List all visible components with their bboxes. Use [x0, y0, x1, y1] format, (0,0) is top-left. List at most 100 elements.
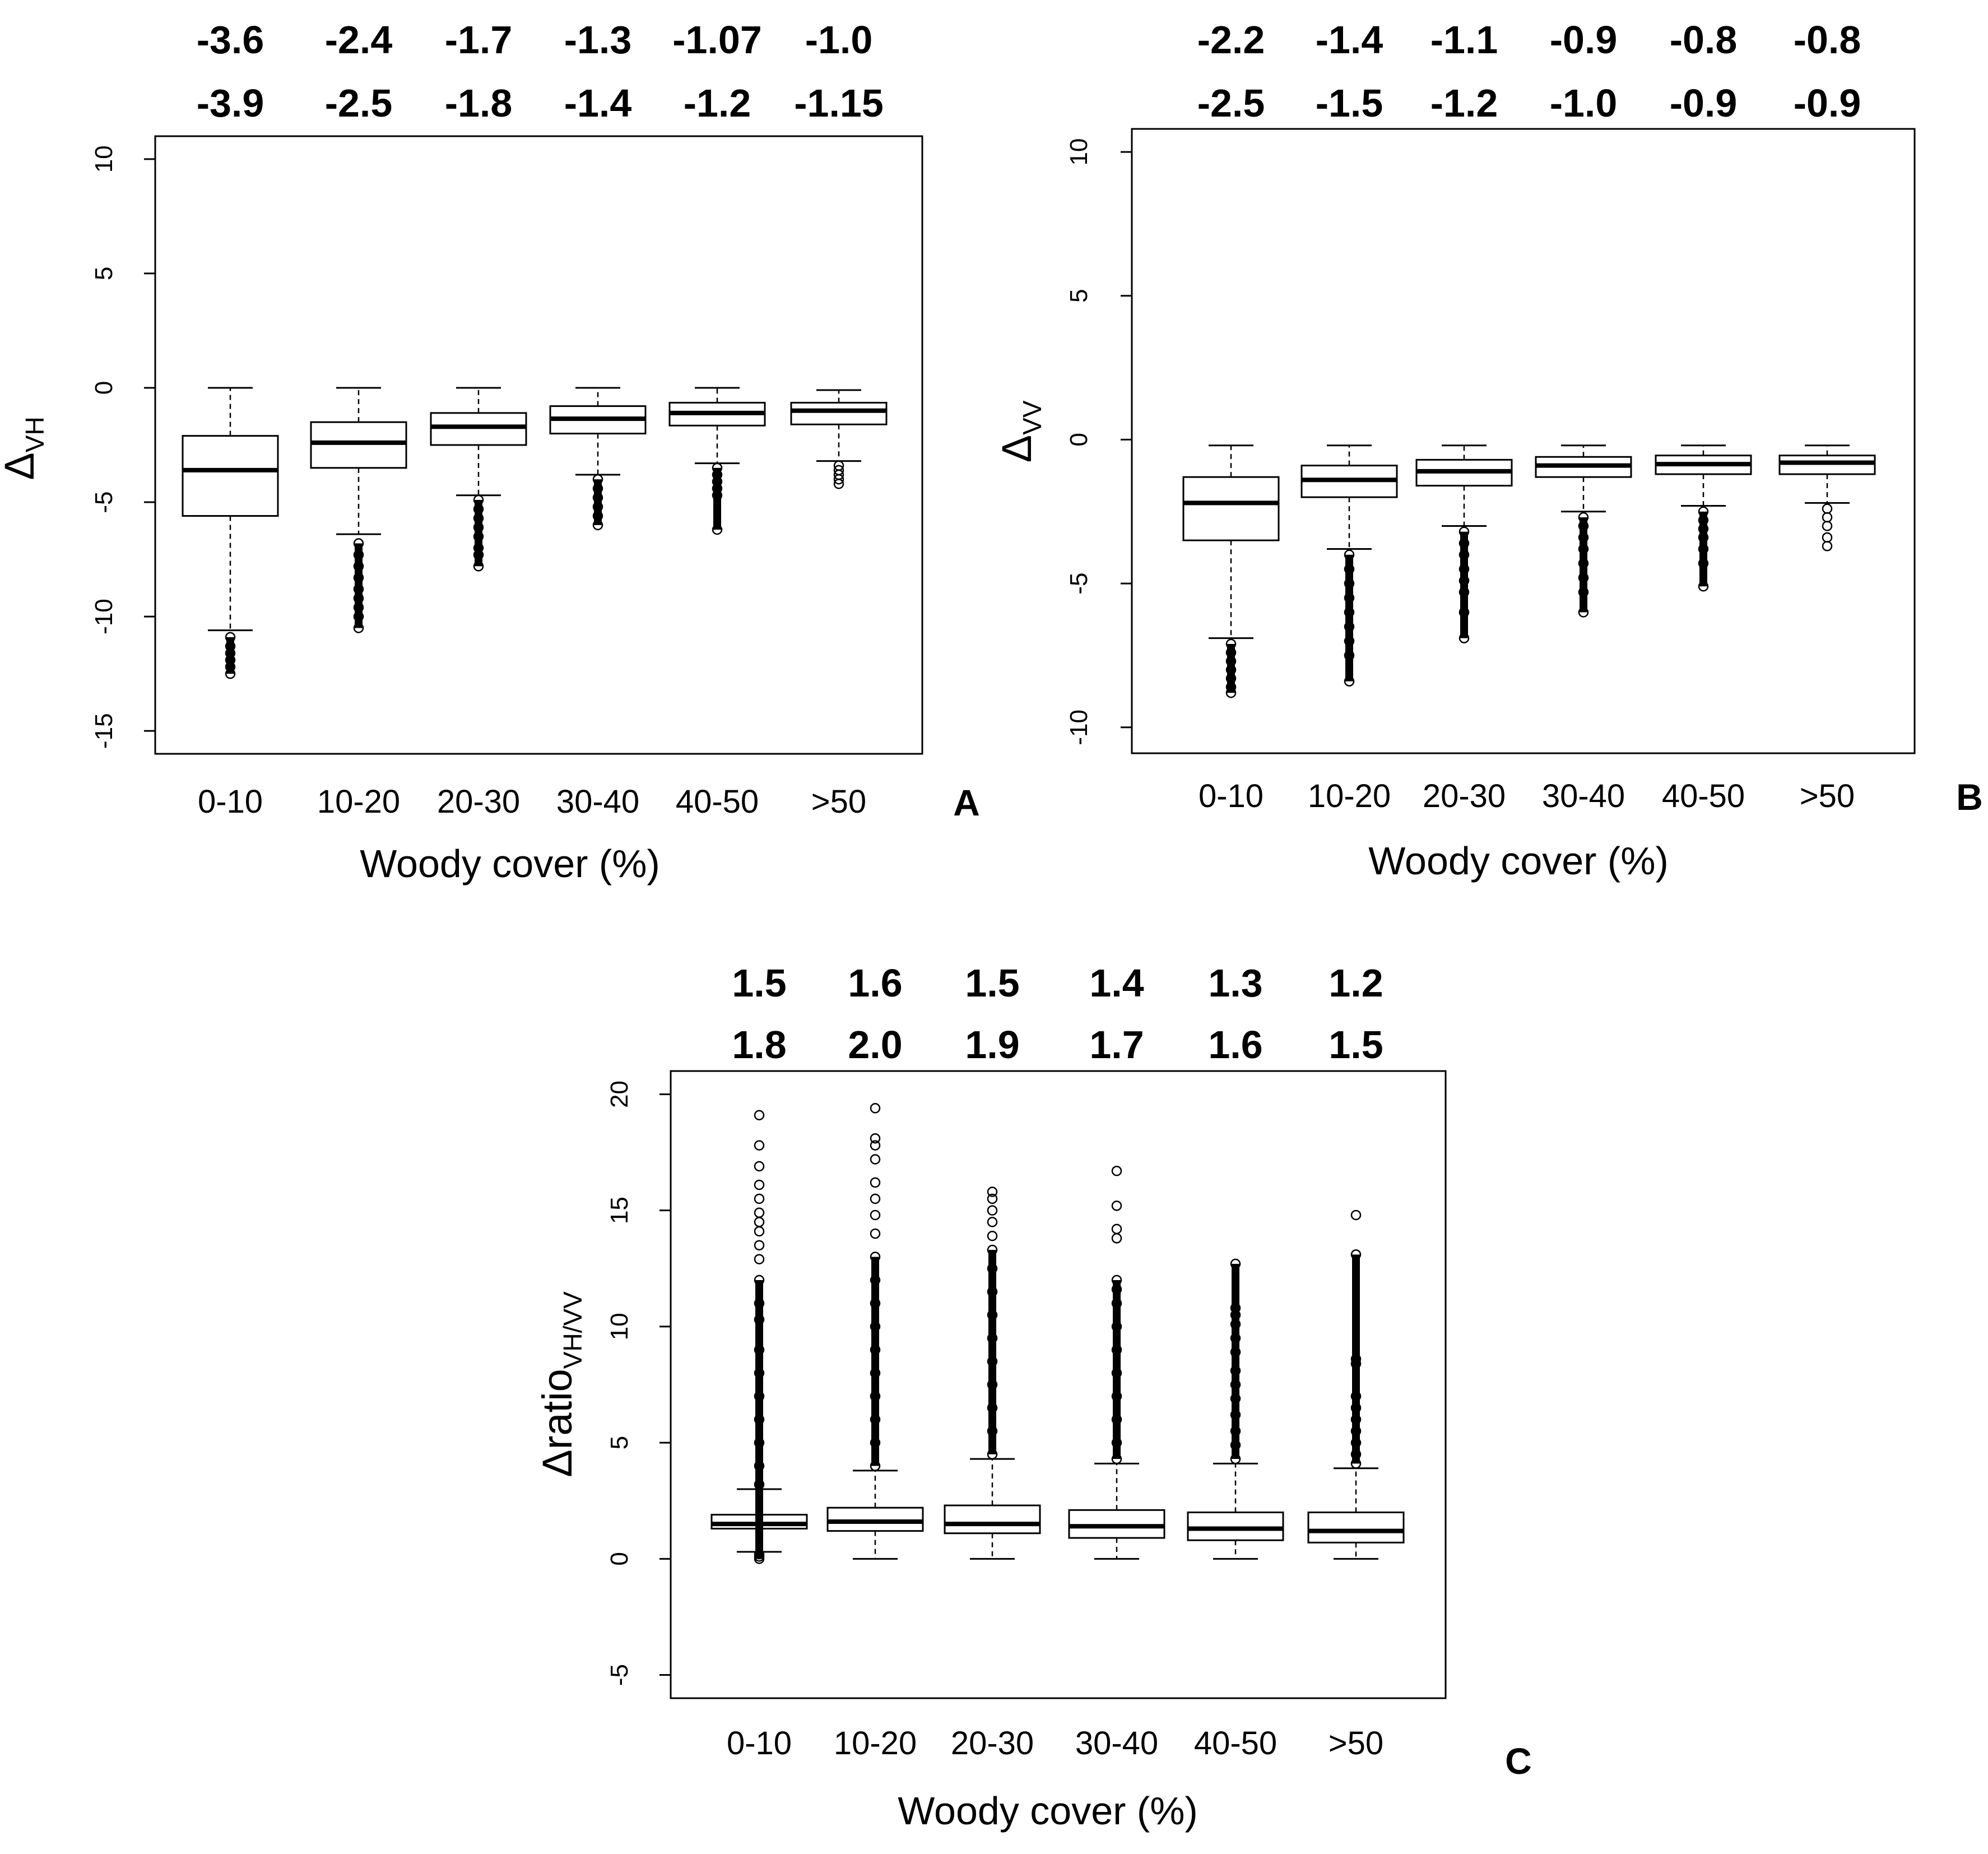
outlier-cluster: [871, 1257, 879, 1466]
plot-frame: [1131, 128, 1916, 754]
panel-letter: B: [1956, 776, 1983, 818]
annotation-top: -0.9: [1550, 18, 1618, 62]
outlier-cluster: [226, 637, 234, 674]
y-tick-label: -5: [1065, 573, 1093, 595]
box-20-30: [430, 387, 527, 572]
x-category-label: 20-30: [1423, 778, 1506, 814]
y-tick-label: -15: [90, 713, 118, 749]
outlier-point: [870, 1193, 881, 1204]
iqr-box: [182, 435, 279, 517]
annotation-top: -3.6: [197, 18, 264, 62]
outlier-point: [833, 479, 844, 489]
y-tick-label: 10: [90, 145, 118, 173]
box-20-30: [1415, 444, 1513, 643]
iqr-box: [1187, 1511, 1284, 1541]
annotation-bottom: -1.5: [1316, 81, 1383, 125]
x-category-label: 10-20: [1308, 778, 1391, 814]
outlier-point: [833, 474, 844, 485]
annotation-top: 1.5: [732, 961, 786, 1005]
iqr-box: [944, 1504, 1041, 1535]
iqr-box: [430, 412, 527, 446]
outlier-cluster: [355, 543, 363, 628]
box-40-50: [1655, 444, 1752, 592]
box-0-10: [1182, 444, 1280, 698]
y-axis-label-main: Δ: [993, 435, 1040, 462]
annotation-bottom: 1.6: [1208, 1023, 1262, 1067]
x-category-label: 0-10: [727, 1725, 792, 1762]
x-category-label: 10-20: [317, 784, 400, 820]
y-tick-label: 5: [606, 1436, 633, 1449]
annotation-top: -1.7: [445, 18, 513, 62]
outlier-point: [870, 1209, 881, 1221]
outlier-cluster: [1232, 1263, 1239, 1459]
annotation-bottom: -1.15: [794, 81, 884, 125]
outlier-point: [987, 1231, 998, 1241]
iqr-box: [310, 421, 407, 469]
annotation-top: -2.4: [325, 18, 393, 62]
annotation-bottom: -2.5: [325, 81, 393, 125]
outlier-cluster: [1345, 554, 1353, 682]
y-tick-label: -10: [90, 599, 118, 634]
outlier-point: [754, 1140, 765, 1151]
x-axis-label: Woody cover (%): [360, 842, 660, 886]
outlier-point: [870, 1103, 881, 1114]
box->50: [1778, 444, 1876, 551]
box->50: [1307, 1209, 1405, 1560]
y-tick-label: -5: [90, 491, 118, 513]
annotation-bottom: -1.0: [1550, 81, 1618, 125]
panel-a: 10 5 0 -5 -10 -15 ΔVH 0-10 10-20 20-30 30-40 40-50 >…: [0, 18, 980, 886]
outlier-point: [870, 1177, 881, 1188]
annotation-bottom: -2.5: [1197, 81, 1265, 125]
plot-frame: [670, 1070, 1447, 1699]
annotation-bottom: 1.8: [732, 1023, 786, 1067]
outlier-cluster: [1580, 517, 1587, 613]
outlier-point: [1111, 1223, 1122, 1235]
outlier-point: [1822, 521, 1833, 531]
box-30-40: [1068, 1165, 1165, 1560]
annotation-bottom: -1.4: [564, 81, 632, 125]
outlier-cluster: [713, 467, 721, 530]
annotation-bottom: -0.9: [1794, 81, 1861, 125]
outlier-cluster: [594, 479, 602, 525]
box-40-50: [668, 387, 766, 535]
outlier-point: [870, 1133, 881, 1144]
panel-b: 10 5 0 -5 -10 ΔVV 0-10 10-20 20-30 30-40 40-50 >50 -…: [993, 18, 1983, 883]
box-0-10: [182, 387, 279, 679]
x-category-label: >50: [1800, 778, 1855, 814]
outlier-point: [754, 1161, 765, 1172]
y-tick-label: 0: [90, 381, 118, 395]
box-30-40: [549, 387, 647, 531]
x-category-label: >50: [811, 784, 866, 820]
annotation-bottom: -1.2: [684, 81, 751, 125]
y-tick-label: 0: [1065, 433, 1093, 446]
outlier-point: [754, 1207, 765, 1218]
box-20-30: [944, 1186, 1041, 1560]
iqr-box: [826, 1507, 924, 1532]
y-tick-label: -5: [606, 1664, 633, 1686]
annotation-bottom: 1.9: [965, 1023, 1019, 1067]
outlier-point: [987, 1193, 998, 1204]
y-axis-label-main: Δ: [0, 452, 43, 480]
x-category-label: 20-30: [951, 1725, 1034, 1762]
y-axis-label: ΔratioVH/VV: [534, 1291, 587, 1477]
y-tick-label: 10: [1065, 138, 1093, 166]
box-10-20: [310, 387, 407, 633]
outlier-cluster: [1227, 643, 1235, 693]
annotation-top: -1.07: [672, 18, 762, 62]
x-category-label: 30-40: [1075, 1725, 1158, 1762]
outlier-point: [1822, 541, 1833, 551]
annotation-top: 1.2: [1329, 961, 1383, 1005]
y-axis-label-sub: VH/VV: [558, 1291, 587, 1369]
iqr-box: [1068, 1509, 1165, 1539]
outlier-cluster: [755, 1280, 763, 1559]
y-axis-label-main: Δratio: [534, 1369, 580, 1477]
panel-letter: A: [953, 782, 980, 823]
box-30-40: [1535, 444, 1632, 618]
outlier-point: [754, 1240, 765, 1251]
outlier-point: [754, 1254, 765, 1264]
y-tick-label: 20: [606, 1081, 633, 1108]
x-category-label: 0-10: [198, 784, 263, 820]
y-tick-label: -10: [1065, 710, 1093, 745]
